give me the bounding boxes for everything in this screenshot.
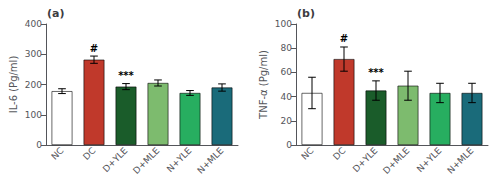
svg-text:N+YLE: N+YLE (415, 145, 444, 174)
svg-text:TNF-α (Pg/ml): TNF-α (Pg/ml) (258, 50, 269, 120)
svg-text:IL-6 (Pg/ml): IL-6 (Pg/ml) (8, 56, 19, 114)
svg-text:300: 300 (25, 49, 42, 59)
svg-text:60: 60 (281, 67, 293, 77)
svg-text:DC: DC (81, 145, 97, 161)
svg-text:80: 80 (281, 43, 293, 53)
svg-text:200: 200 (25, 80, 42, 90)
svg-text:D+YLE: D+YLE (351, 145, 380, 174)
svg-text:400: 400 (25, 19, 42, 29)
svg-text:0: 0 (36, 140, 42, 150)
svg-text:(a): (a) (47, 7, 64, 20)
svg-text:#: # (340, 33, 348, 44)
svg-text:N+MLE: N+MLE (195, 145, 225, 175)
svg-text:***: *** (368, 67, 384, 78)
svg-text:0: 0 (286, 140, 292, 150)
svg-text:(b): (b) (297, 7, 315, 20)
svg-text:D+MLE: D+MLE (381, 145, 412, 176)
svg-text:NC: NC (299, 145, 315, 161)
svg-text:DC: DC (331, 145, 347, 161)
svg-text:D+YLE: D+YLE (101, 145, 130, 174)
svg-text:N+YLE: N+YLE (165, 145, 194, 174)
svg-text:#: # (90, 43, 98, 54)
svg-text:NC: NC (49, 145, 65, 161)
svg-text:20: 20 (281, 116, 293, 126)
svg-text:D+MLE: D+MLE (131, 145, 162, 176)
svg-text:N+MLE: N+MLE (445, 145, 475, 175)
svg-text:40: 40 (281, 92, 293, 102)
svg-text:100: 100 (25, 110, 42, 120)
svg-text:***: *** (118, 70, 134, 81)
svg-text:100: 100 (275, 19, 292, 29)
